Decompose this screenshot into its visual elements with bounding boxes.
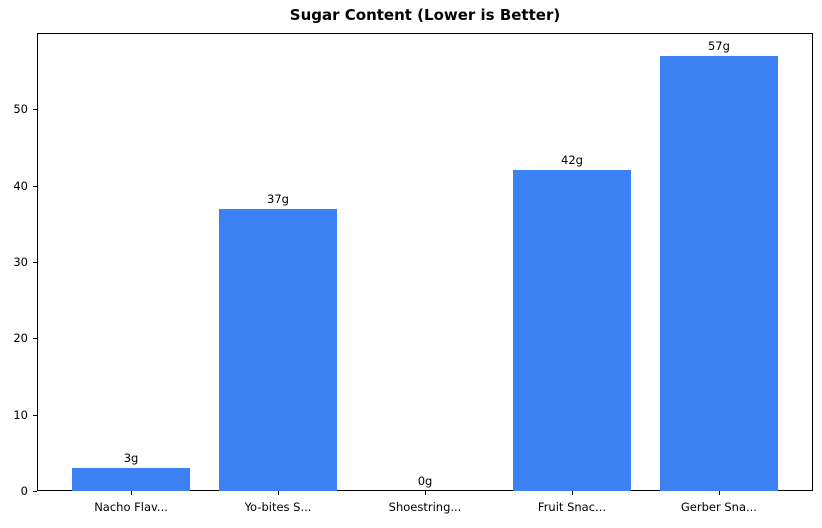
bar-value-label-3: 42g xyxy=(561,153,583,168)
x-tick-label-3: Fruit Snac... xyxy=(537,500,607,514)
bar-1 xyxy=(219,208,337,491)
x-tick-mark-2 xyxy=(425,491,426,495)
y-tick-label-0: 0 xyxy=(20,484,28,498)
bar-0 xyxy=(72,468,190,491)
x-tick-mark-0 xyxy=(131,491,133,495)
bar-value-label-2: 0g xyxy=(417,474,433,488)
y-tick-mark-5 xyxy=(33,109,37,111)
y-tick-label-3: 30 xyxy=(13,255,28,269)
x-tick-mark-4 xyxy=(718,491,720,495)
x-tick-label-2: Shoestring... xyxy=(388,500,462,514)
y-tick-mark-0 xyxy=(33,491,37,492)
y-tick-mark-1 xyxy=(33,414,37,416)
x-tick-label-0: Nacho Flav... xyxy=(94,500,168,514)
bar-value-label-1: 37g xyxy=(267,191,289,206)
y-tick-label-4: 40 xyxy=(13,178,28,193)
y-tick-label-1: 10 xyxy=(13,407,28,422)
y-tick-label-2: 20 xyxy=(13,331,28,346)
y-tick-mark-2 xyxy=(33,338,37,340)
bar-3 xyxy=(513,170,631,491)
x-tick-mark-1 xyxy=(278,491,280,495)
x-tick-label-1: Yo-bites S... xyxy=(244,500,312,514)
y-tick-label-5: 50 xyxy=(13,102,28,117)
x-tick-mark-3 xyxy=(571,491,573,495)
chart-title: Sugar Content (Lower is Better) xyxy=(289,6,561,24)
x-tick-label-4: Gerber Sna... xyxy=(680,500,757,514)
bar-value-label-0: 3g xyxy=(123,451,139,466)
y-tick-mark-4 xyxy=(33,185,37,187)
bar-value-label-4: 57g xyxy=(707,38,730,53)
bar-4 xyxy=(660,55,778,491)
y-tick-mark-3 xyxy=(33,262,37,263)
